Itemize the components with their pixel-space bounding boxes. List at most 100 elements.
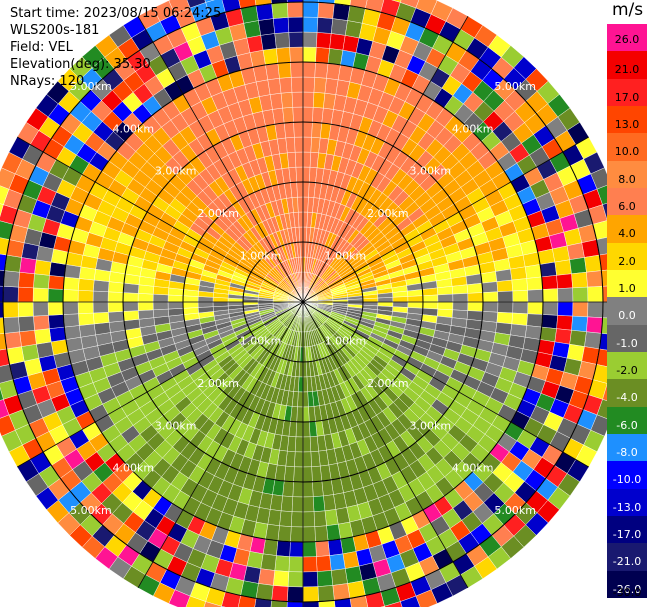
azimuth-spoke xyxy=(302,136,589,303)
ppi-gate xyxy=(255,3,274,21)
ppi-gate xyxy=(203,601,222,607)
ppi-gate xyxy=(246,35,264,53)
ppi-gate xyxy=(152,301,169,311)
ppi-gate xyxy=(407,301,424,309)
colorbar-tick: 4.0 xyxy=(618,227,636,241)
ppi-gate xyxy=(332,3,351,21)
ppi-gate xyxy=(311,122,323,139)
ppi-gate xyxy=(283,122,295,139)
ppi-gate xyxy=(539,326,557,343)
ppi-gate xyxy=(422,294,439,303)
ppi-gate xyxy=(287,586,304,603)
ppi-gate xyxy=(310,450,321,467)
range-ring-label: 4.00km xyxy=(452,462,494,475)
ppi-gate xyxy=(302,586,319,603)
ppi-gate xyxy=(326,524,341,541)
ppi-gate xyxy=(267,78,282,95)
ppi-gate xyxy=(283,465,295,482)
ppi-gate xyxy=(309,421,318,438)
field-name: Field: VEL xyxy=(10,40,73,55)
ppi-gate xyxy=(62,301,79,315)
ppi-gate xyxy=(185,595,206,607)
ppi-gate xyxy=(302,541,317,558)
ppi-gate xyxy=(391,0,402,3)
ppi-gate xyxy=(262,538,279,556)
ppi-gate xyxy=(316,570,334,587)
range-ring-label: 4.00km xyxy=(452,122,494,135)
ppi-gate xyxy=(288,556,304,573)
ppi-gate xyxy=(287,571,304,588)
ppi-gate xyxy=(539,261,557,278)
ppi-gate xyxy=(293,466,304,483)
ppi-gate xyxy=(0,387,4,401)
colorbar-tick: 13.0 xyxy=(614,118,640,132)
ppi-gate xyxy=(311,465,323,482)
ppi-gate xyxy=(587,301,604,318)
colorbar-segment xyxy=(607,488,647,517)
ppi-gate xyxy=(0,399,10,419)
ppi-gate xyxy=(400,0,420,9)
ppi-gate xyxy=(291,496,304,513)
ppi-gate xyxy=(451,284,468,295)
ppi-gate xyxy=(295,421,304,438)
colorbar-segment xyxy=(607,543,647,572)
ppi-gate xyxy=(315,47,330,64)
ppi-gate xyxy=(18,315,35,333)
ppi-gate xyxy=(437,301,454,311)
ppi-gate xyxy=(168,0,191,15)
colorbar-tick: -13.0 xyxy=(612,500,642,514)
colorbar-tick: 2.0 xyxy=(618,254,636,268)
colorbar-tick: 10.0 xyxy=(614,145,640,159)
ppi-gate xyxy=(294,451,304,468)
range-ring-label: 1.00km xyxy=(240,334,282,347)
ppi-gate xyxy=(276,47,291,64)
ppi-gate xyxy=(108,311,125,323)
ppi-gate xyxy=(590,167,607,190)
ppi-gate xyxy=(496,279,513,293)
ppi-gate xyxy=(312,480,324,497)
ppi-gate xyxy=(497,290,514,303)
ppi-gate xyxy=(33,315,50,331)
ppi-gate xyxy=(345,565,363,584)
ppi-gate xyxy=(49,326,67,343)
ppi-gate xyxy=(77,290,94,303)
ppi-gate xyxy=(329,553,346,571)
ppi-gate xyxy=(586,316,603,334)
colorbar-tick: -4.0 xyxy=(616,391,638,405)
colorbar-segment xyxy=(607,106,647,134)
ppi-gate xyxy=(274,32,290,49)
colorbar-tick: 17.0 xyxy=(614,90,640,104)
ppi-gate xyxy=(569,257,587,274)
ppi-gate xyxy=(315,540,330,557)
azimuth-spoke xyxy=(137,301,304,588)
ppi-gate xyxy=(19,257,37,274)
colorbar-segment xyxy=(607,160,647,189)
ppi-gate xyxy=(316,17,334,34)
ppi-gate xyxy=(527,301,544,315)
ppi-gate xyxy=(93,279,110,293)
ppi-gate xyxy=(269,92,283,110)
ppi-plot: 1.00km 1.00km 1.00km 1.00km 2.00km 2.00km 2.00… xyxy=(0,0,607,607)
ppi-gate xyxy=(48,275,65,290)
ppi-gate xyxy=(294,151,304,168)
colorbar-tick: -17.0 xyxy=(612,528,642,542)
ppi-gate xyxy=(4,331,22,350)
ppi-gate xyxy=(482,301,499,313)
ppi-gate xyxy=(422,301,439,310)
colorbar-segment xyxy=(607,434,647,462)
ppi-gate xyxy=(63,276,80,291)
ppi-gate xyxy=(302,511,315,528)
ppi-gate xyxy=(302,136,312,153)
ppi-gate xyxy=(466,282,483,294)
ppi-gate xyxy=(291,511,304,528)
ppi-gate xyxy=(557,301,574,317)
ppi-gate xyxy=(596,185,607,205)
colorbar xyxy=(607,24,647,599)
ppi-gate xyxy=(584,254,602,273)
ppi-gate xyxy=(302,406,310,423)
colorbar-segment xyxy=(607,324,647,353)
ppi-gate xyxy=(243,20,261,39)
ppi-gate xyxy=(302,526,316,543)
colorbar-tick: 1.0 xyxy=(618,282,636,296)
ppi-gate xyxy=(255,583,274,601)
